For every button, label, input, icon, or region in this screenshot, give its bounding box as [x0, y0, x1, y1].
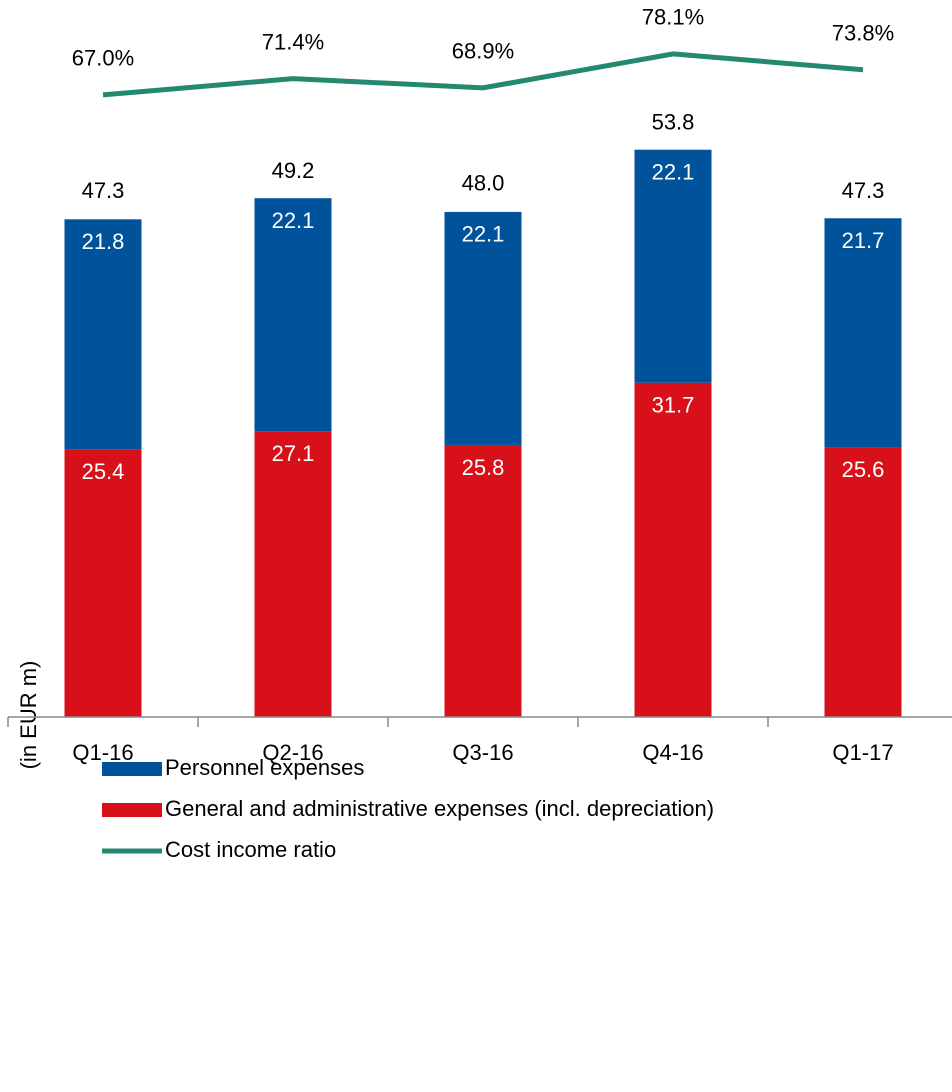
total-label: 48.0: [462, 171, 505, 196]
segment-label: 21.8: [82, 229, 125, 254]
line-series: [102, 51, 864, 98]
line-label: 71.4%: [262, 29, 324, 54]
legend-label: Cost income ratio: [165, 837, 336, 862]
bar-segment: [824, 447, 902, 717]
line-label: 78.1%: [642, 5, 704, 30]
total-label: 49.2: [272, 158, 315, 183]
line-label: 67.0%: [72, 46, 134, 71]
segment-label: 25.4: [82, 459, 125, 484]
x-tick-label: Q2-16: [262, 740, 323, 765]
legend-label: Personnel expenses: [165, 755, 364, 780]
segment-label: 21.7: [842, 228, 885, 253]
x-tick-label: Q4-16: [642, 740, 703, 765]
bar-segment: [254, 198, 332, 432]
segment-label: 25.8: [462, 455, 505, 480]
legend-label: General and administrative expenses (inc…: [165, 796, 714, 821]
line-label: 73.8%: [832, 21, 894, 46]
segment-label: 25.6: [842, 457, 885, 482]
x-tick-label: Q1-16: [72, 740, 133, 765]
segment-label: 22.1: [272, 208, 315, 233]
segment-label: 22.1: [462, 222, 505, 247]
bar-segment: [64, 219, 142, 450]
bar-segment: [64, 449, 142, 717]
bar-segment: [824, 218, 902, 448]
x-tick-label: Q1-17: [832, 740, 893, 765]
total-label: 47.3: [842, 178, 885, 203]
y-axis-label: (in EUR m): [16, 661, 41, 770]
line-label: 68.9%: [452, 39, 514, 64]
bar-segment: [634, 382, 712, 717]
bar-segment: [634, 149, 712, 383]
segment-label: 27.1: [272, 441, 315, 466]
total-label: 53.8: [652, 110, 695, 135]
bar-segment: [254, 431, 332, 717]
bar-segment: [444, 211, 522, 445]
total-label: 47.3: [82, 178, 125, 203]
segment-label: 31.7: [652, 393, 695, 418]
segment-label: 22.1: [652, 160, 695, 185]
legend-swatch: [102, 803, 162, 817]
bar-segment: [444, 444, 522, 717]
legend-swatch: [102, 762, 162, 776]
x-tick-label: Q3-16: [452, 740, 513, 765]
